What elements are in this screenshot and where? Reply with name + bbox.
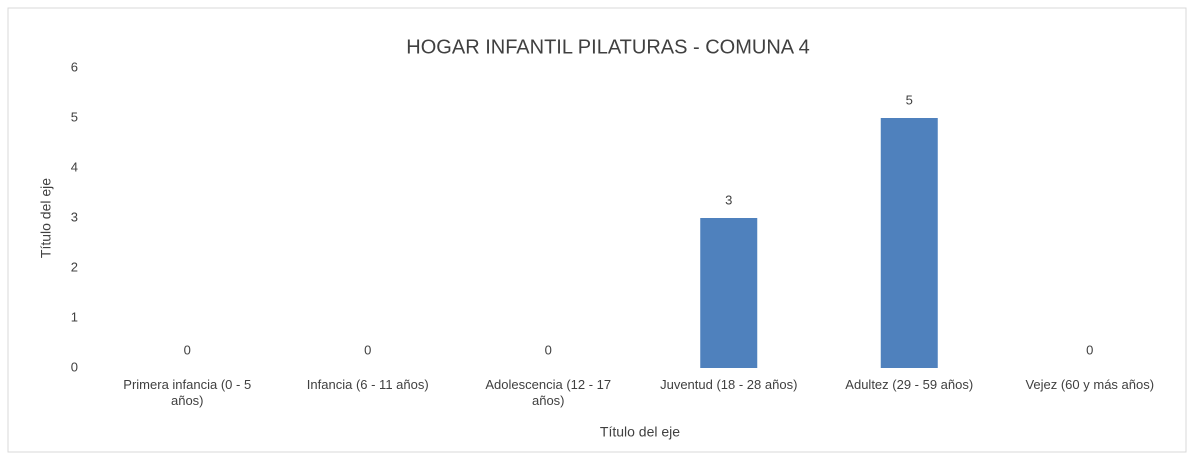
bar xyxy=(700,218,758,368)
y-tick-label: 3 xyxy=(71,209,78,224)
x-tick-label: Infancia (6 - 11 años) xyxy=(306,377,429,392)
x-tick-label: Adultez (29 - 59 años) xyxy=(845,377,974,392)
y-tick-label: 2 xyxy=(71,259,78,274)
chart-title: HOGAR INFANTIL PILATURAS - COMUNA 4 xyxy=(406,36,809,58)
x-tick-label: Vejez (60 y más años) xyxy=(1025,377,1155,392)
data-label: 0 xyxy=(545,342,552,357)
data-label: 3 xyxy=(725,192,732,207)
y-tick-label: 0 xyxy=(71,359,78,374)
bar xyxy=(880,118,938,368)
y-tick-label: 6 xyxy=(71,59,78,74)
x-tick-label: Juventud (18 - 28 años) xyxy=(660,377,798,392)
x-tick-label: Adolescencia (12 - 17 años) xyxy=(485,377,612,408)
x-axis-title: Título del eje xyxy=(600,424,680,440)
chart-border xyxy=(7,7,1187,453)
y-tick-label: 1 xyxy=(71,309,78,324)
data-label: 5 xyxy=(906,92,913,107)
y-tick-label: 4 xyxy=(71,159,78,174)
y-axis-title: Título del eje xyxy=(38,178,54,258)
y-tick-label: 5 xyxy=(71,109,78,124)
data-label: 0 xyxy=(1086,342,1093,357)
data-label: 0 xyxy=(184,342,191,357)
x-tick-label: Primera infancia (0 - 5 años) xyxy=(123,377,252,408)
data-label: 0 xyxy=(364,342,371,357)
